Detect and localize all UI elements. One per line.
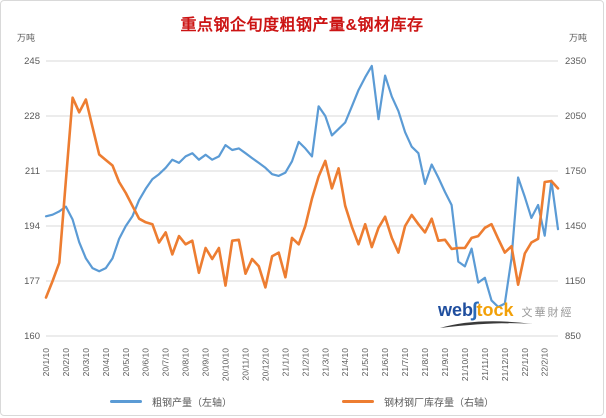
x-axis-tick-label: 20/6/10: [141, 348, 151, 377]
left-axis-tick-label: 211: [25, 166, 40, 177]
watermark-web-text: web: [438, 300, 474, 320]
x-axis-tick-label: 21/3/10: [320, 348, 330, 377]
x-axis-tick-label: 21/2/10: [300, 348, 310, 377]
x-axis-tick-label: 22/1/10: [520, 348, 530, 377]
x-axis-tick-label: 21/5/10: [360, 348, 370, 377]
left-axis-ticks: 245 228 211 194 177 160: [24, 56, 40, 342]
x-axis-tick-label: 20/7/10: [161, 348, 171, 377]
left-axis-tick-label: 194: [24, 221, 40, 232]
x-axis-tick-label: 21/11/10: [480, 348, 490, 381]
x-axis-tick-label: 21/7/10: [400, 348, 410, 377]
right-axis-tick-label: 1450: [565, 221, 586, 232]
left-axis-unit: 万吨: [17, 33, 36, 43]
x-axis-tick-label: 21/10/10: [460, 348, 470, 381]
left-axis-tick-label: 228: [24, 111, 40, 122]
x-axis-tick-label: 20/4/10: [101, 348, 111, 377]
x-axis-tick-label: 20/9/10: [201, 348, 211, 377]
gridlines: [46, 60, 558, 337]
x-axis-tick-label: 20/10/10: [221, 348, 231, 381]
legend-label-inventory: 钢材钢厂库存量（右轴）: [384, 398, 494, 409]
right-axis-tick-label: 1150: [565, 276, 585, 287]
x-axis-tick-label: 21/8/10: [420, 348, 430, 377]
legend-line-blue: [110, 400, 142, 403]
left-axis-tick-label: 177: [24, 276, 40, 287]
left-axis-tick-label: 160: [24, 331, 40, 342]
x-axis-tick-label: 20/1/10: [41, 348, 51, 377]
x-axis-tick-label: 21/9/10: [440, 348, 450, 377]
right-axis-tick-label: 850: [565, 331, 581, 342]
chart-legend: 粗钢产量（左轴） 钢材钢厂库存量（右轴）: [1, 394, 603, 409]
watermark-tock-text: tock: [476, 300, 514, 320]
watermark-underline-swoosh: [440, 321, 533, 328]
x-axis-tick-label: 20/5/10: [121, 348, 131, 377]
right-axis-unit: 万吨: [568, 33, 587, 43]
right-axis-ticks: 2350 2050 1750 1450 1150 850: [565, 56, 586, 342]
x-axis-labels: 20/1/10 20/2/10 20/3/10 20/4/10 20/5/10 20/6/…: [41, 348, 550, 381]
x-axis-tick-label: 21/4/10: [340, 348, 350, 377]
right-axis-tick-label: 2350: [565, 56, 586, 67]
series-crude-steel-line: [44, 64, 560, 308]
legend-label-crude-steel: 粗钢产量（左轴）: [152, 398, 232, 409]
x-axis-tick-label: 21/1/10: [280, 348, 290, 377]
watermark-chinese-text: 文華財經: [521, 307, 574, 319]
series-inventory-line: [44, 96, 560, 299]
watermark: web ∫ tock 文華財經: [438, 300, 593, 329]
x-axis-tick-label: 21/6/10: [380, 348, 390, 377]
legend-item-inventory: 钢材钢厂库存量（右轴）: [342, 394, 494, 409]
chart-canvas: 245 228 211 194 177 160 2350 2050 1750 1450 1150 85…: [24, 56, 586, 381]
x-axis-tick-label: 20/8/10: [181, 348, 191, 377]
right-axis-tick-label: 1750: [565, 166, 586, 177]
watermark-swoosh-icon: ∫: [472, 299, 478, 321]
chart-title: 重点钢企旬度粗钢产量&钢材库存: [180, 17, 424, 34]
left-axis-tick-label: 245: [24, 56, 40, 67]
legend-item-crude-steel: 粗钢产量（左轴）: [110, 394, 232, 409]
right-axis-tick-label: 2050: [565, 111, 586, 122]
x-axis-tick-label: 21/12/10: [500, 348, 510, 381]
x-axis-tick-label: 20/12/10: [260, 348, 270, 381]
x-axis-tick-label: 20/3/10: [81, 348, 91, 377]
x-axis-tick-label: 20/11/10: [241, 348, 251, 381]
x-axis-tick-label: 22/2/10: [540, 348, 550, 377]
x-axis-tick-label: 20/2/10: [61, 348, 71, 377]
legend-line-orange: [342, 400, 374, 403]
